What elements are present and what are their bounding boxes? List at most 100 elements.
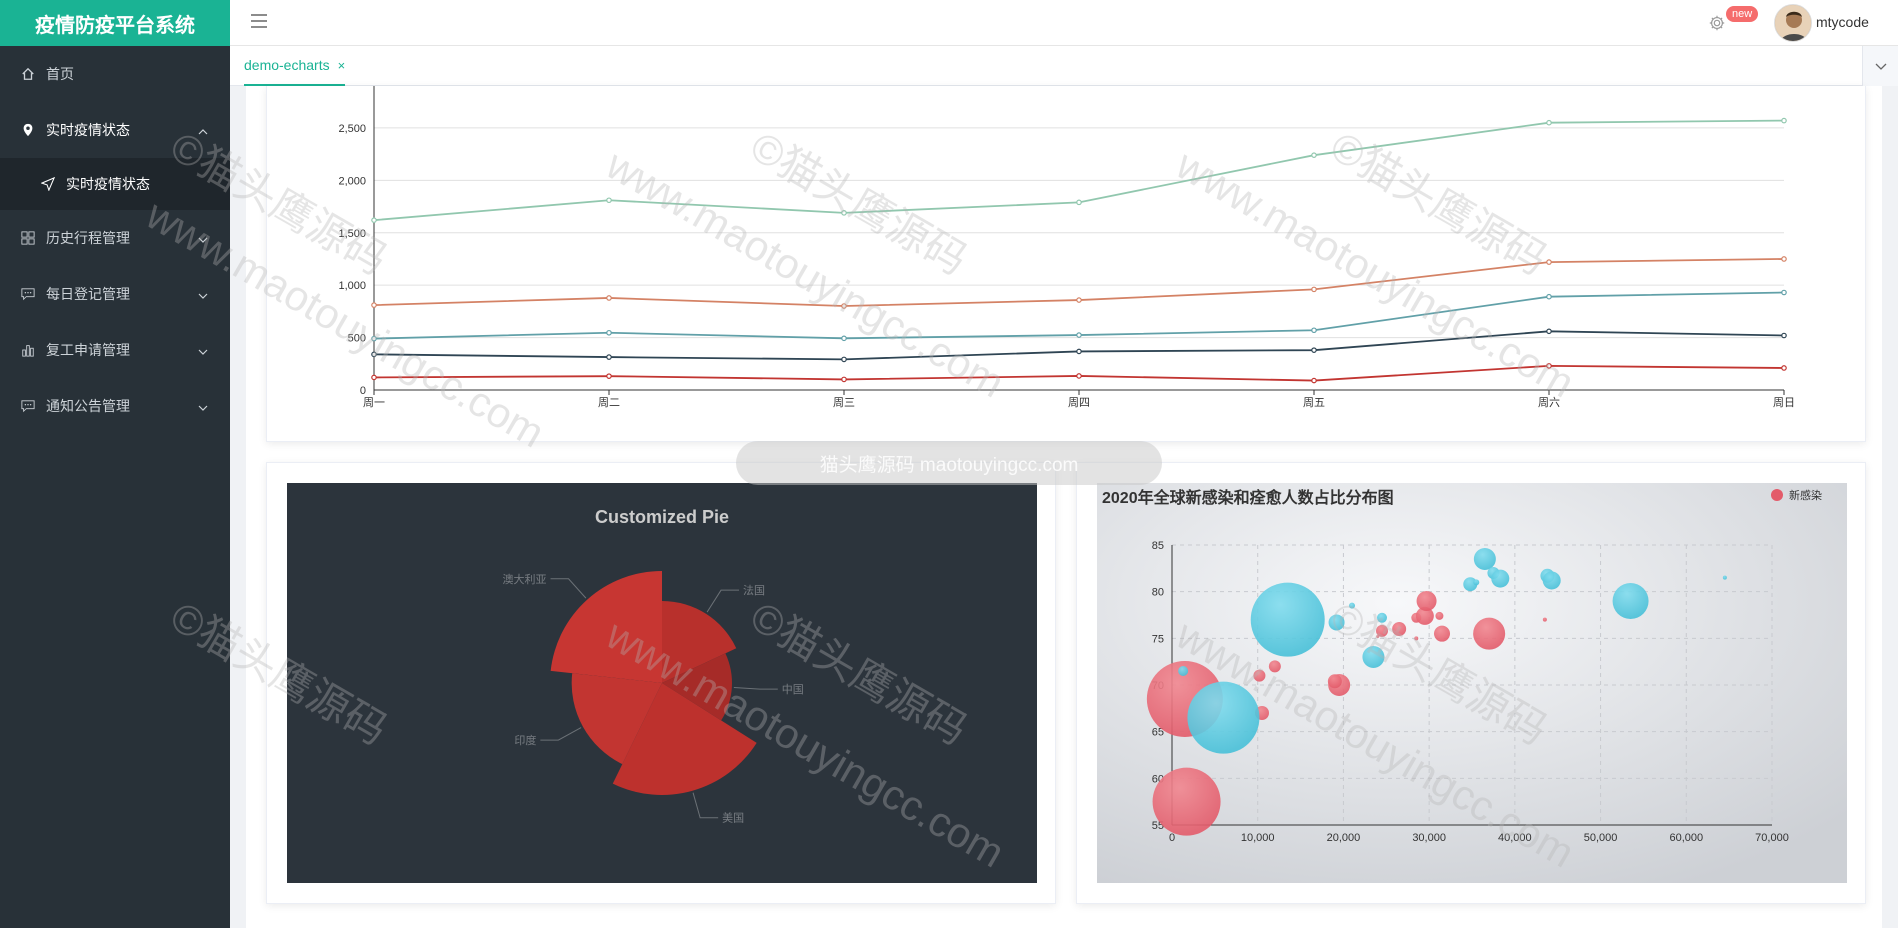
chat-icon <box>20 398 36 414</box>
series-point <box>371 217 377 223</box>
x-tick-label: 周一 <box>363 396 385 409</box>
chevron-up-icon <box>198 122 208 138</box>
chevron-down-icon <box>1875 57 1887 75</box>
sidebar-subitem-realtime-status[interactable]: 实时疫情状态 <box>0 158 230 210</box>
scatter-bubble <box>1542 571 1561 590</box>
sidebar-item-history-trips[interactable]: 历史行程管理 <box>0 210 230 266</box>
pie-label-line <box>706 589 740 613</box>
line-chart: 0 500 1,000 1,500 2,000 2,500 周一 周二 周三 周四 周五 周六 周日 <box>338 86 1795 409</box>
pie-label-line <box>733 687 778 690</box>
sidebar-item-label: 通知公告管理 <box>46 398 130 414</box>
scatter-bubble <box>1473 548 1496 570</box>
scatter-bubble <box>1187 681 1260 754</box>
location-icon <box>20 122 36 138</box>
series-point <box>841 376 847 383</box>
tab-demo-echarts[interactable]: demo-echarts × <box>244 46 346 86</box>
app-logo[interactable]: 疫情防疫平台系统 <box>0 0 230 46</box>
pie-label: 法国 <box>743 583 765 597</box>
scatter-bubble <box>1178 666 1189 676</box>
scatter-bubble <box>1362 646 1385 668</box>
pie-title: Customized Pie <box>595 507 729 527</box>
gear-icon[interactable] <box>1708 14 1728 34</box>
scatter-bubble <box>1612 583 1649 619</box>
sidebar-item-label: 实时疫情状态 <box>66 176 150 192</box>
legend-marker <box>1771 489 1783 501</box>
pie-slice <box>550 571 662 683</box>
series-point <box>1781 365 1787 371</box>
y-tick-label: 1,500 <box>338 228 366 240</box>
x-tick-label: 周四 <box>1068 396 1090 409</box>
legend-label: 新感染 <box>1789 488 1822 502</box>
avatar[interactable] <box>1774 4 1812 42</box>
scatter-bubble <box>1327 674 1342 689</box>
series-point <box>606 354 612 360</box>
series-point <box>371 335 377 342</box>
scatter-bubble <box>1392 622 1407 636</box>
sidebar-item-label: 首页 <box>46 66 74 82</box>
watermark-banner: 猫头鹰源码 maotouyingcc.com <box>736 441 1162 485</box>
top-header: new mtycode <box>230 0 1898 46</box>
scatter-bubble <box>1253 669 1266 682</box>
y-tick-label: 75 <box>1152 633 1164 645</box>
sidebar-item-daily-registration[interactable]: 每日登记管理 <box>0 266 230 322</box>
series-point <box>1076 373 1082 379</box>
scatter-chart-card: 2020年全球新感染和痊愈人数占比分布图新感染55606570758085010… <box>1076 462 1866 904</box>
y-tick-label: 85 <box>1152 540 1164 552</box>
pie-label: 印度 <box>514 733 536 747</box>
pie-label: 美国 <box>722 812 744 825</box>
scatter-bubble <box>1434 625 1450 642</box>
series-point <box>606 295 612 301</box>
series-point <box>371 374 377 381</box>
pie-label: 澳大利亚 <box>503 572 547 586</box>
pie-slice <box>612 683 757 795</box>
y-tick-label: 80 <box>1152 587 1164 599</box>
series-point <box>1076 348 1082 355</box>
scatter-title: 2020年全球新感染和痊愈人数占比分布图 <box>1102 488 1394 507</box>
series-point <box>1546 293 1552 300</box>
line-chart-card: 0 500 1,000 1,500 2,000 2,500 周一 周二 周三 周四 周五 周六 周日 <box>266 86 1866 442</box>
tab-bar: demo-echarts × <box>230 46 1898 86</box>
sidebar-item-label: 每日登记管理 <box>46 286 130 302</box>
x-tick-label: 30,000 <box>1412 832 1446 844</box>
series-point <box>841 356 847 363</box>
x-tick-label: 周五 <box>1303 396 1325 409</box>
sidebar-item-notices[interactable]: 通知公告管理 <box>0 378 230 434</box>
scatter-bubble <box>1542 617 1547 622</box>
scatter-bubble <box>1376 634 1380 638</box>
series-point <box>371 302 377 308</box>
scatter-bubble <box>1349 602 1355 609</box>
scatter-bubble <box>1473 617 1506 650</box>
series-point <box>1076 332 1082 338</box>
scatter-bubble <box>1377 612 1387 623</box>
x-tick-label: 60,000 <box>1669 832 1703 844</box>
pie-label-line <box>540 727 582 741</box>
pie-label: 中国 <box>782 683 804 696</box>
bar-chart-icon <box>20 342 36 358</box>
sidebar-item-realtime-status[interactable]: 实时疫情状态 <box>0 102 230 158</box>
hamburger-menu-icon[interactable] <box>250 13 270 33</box>
scatter-bubble <box>1414 636 1419 641</box>
sidebar-item-home[interactable]: 首页 <box>0 46 230 102</box>
tab-dropdown-button[interactable] <box>1862 46 1898 86</box>
close-icon[interactable]: × <box>337 57 346 73</box>
series-point <box>1546 328 1552 335</box>
series-point <box>1781 256 1787 262</box>
x-tick-label: 周三 <box>833 396 855 409</box>
x-tick-label: 20,000 <box>1327 832 1361 844</box>
y-tick-label: 500 <box>348 333 366 345</box>
series-point <box>841 303 847 309</box>
x-tick-label: 0 <box>1169 832 1175 844</box>
series-point <box>1546 119 1552 126</box>
scatter-chart: 2020年全球新感染和痊愈人数占比分布图新感染55606570758085010… <box>1097 483 1847 883</box>
chevron-down-icon <box>198 398 208 414</box>
series-point <box>1076 199 1082 206</box>
sidebar-item-label: 实时疫情状态 <box>46 122 130 138</box>
sidebar-item-return-work[interactable]: 复工申请管理 <box>0 322 230 378</box>
send-icon <box>40 176 56 192</box>
username[interactable]: mtycode <box>1816 14 1869 30</box>
x-tick-label: 40,000 <box>1498 832 1532 844</box>
home-icon <box>20 66 36 82</box>
scatter-bubble <box>1722 575 1727 580</box>
series-point <box>841 335 847 342</box>
series-point <box>606 373 612 379</box>
